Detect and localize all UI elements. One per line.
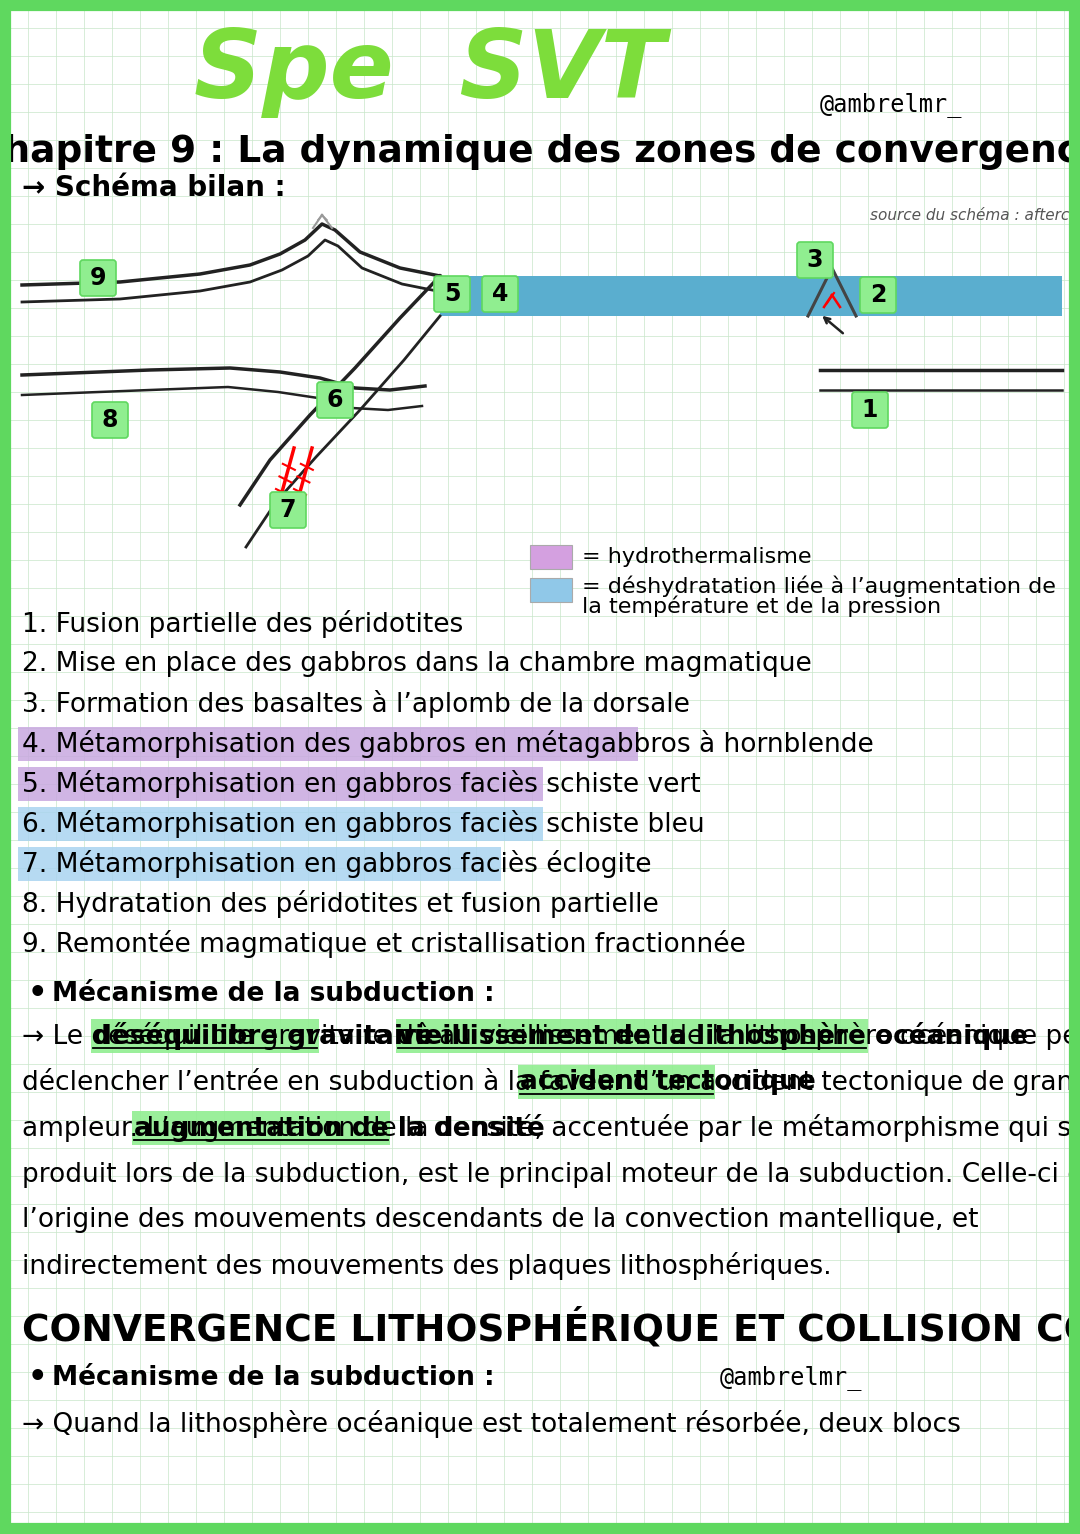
Text: → Schéma bilan :: → Schéma bilan :: [22, 173, 285, 202]
FancyBboxPatch shape: [860, 278, 896, 313]
FancyBboxPatch shape: [92, 402, 129, 439]
Text: 8. Hydratation des péridotites et fusion partielle: 8. Hydratation des péridotites et fusion…: [22, 890, 659, 917]
Text: Mécanisme de la subduction :: Mécanisme de la subduction :: [52, 1365, 495, 1391]
FancyBboxPatch shape: [797, 242, 833, 278]
Bar: [518, 1065, 715, 1098]
Text: 9: 9: [90, 265, 106, 290]
Text: @ambrelmr_: @ambrelmr_: [720, 1365, 863, 1390]
FancyBboxPatch shape: [434, 276, 470, 311]
Text: 6: 6: [327, 388, 343, 413]
Text: Mécanisme de la subduction :: Mécanisme de la subduction :: [52, 982, 495, 1006]
Text: = déshydratation liée à l’augmentation de: = déshydratation liée à l’augmentation d…: [582, 575, 1056, 597]
FancyBboxPatch shape: [482, 276, 518, 311]
Text: 7. Métamorphisation en gabbros faciès éclogite: 7. Métamorphisation en gabbros faciès éc…: [22, 850, 651, 877]
Text: ampleur. L’augmentation de la densité, accentuée par le métamorphisme qui se: ampleur. L’augmentation de la densité, a…: [22, 1114, 1080, 1141]
Bar: [18, 807, 543, 841]
Text: indirectement des mouvements des plaques lithosphériques.: indirectement des mouvements des plaques…: [22, 1252, 832, 1279]
Text: 2: 2: [869, 282, 887, 307]
Bar: [530, 578, 572, 601]
Bar: [396, 1019, 867, 1052]
Text: l’origine des mouvements descendants de la convection mantellique, et: l’origine des mouvements descendants de …: [22, 1207, 978, 1233]
Text: produit lors de la subduction, est le principal moteur de la subduction. Celle-c: produit lors de la subduction, est le pr…: [22, 1160, 1080, 1187]
Text: → Le déséquilibre gravitaire dû au vieillissement de la lithosphère océanique pe: → Le déséquilibre gravitaire dû au vieil…: [22, 1022, 1080, 1049]
Text: 3: 3: [807, 249, 823, 272]
Text: @ambrelmr_: @ambrelmr_: [820, 92, 962, 118]
Text: 2. Mise en place des gabbros dans la chambre magmatique: 2. Mise en place des gabbros dans la cha…: [22, 650, 812, 676]
Bar: [18, 727, 637, 761]
FancyBboxPatch shape: [318, 382, 353, 417]
Bar: [18, 847, 501, 881]
Text: 9. Remontée magmatique et cristallisation fractionnée: 9. Remontée magmatique et cristallisatio…: [22, 930, 746, 959]
Text: vieillissement de la lithosphère océanique: vieillissement de la lithosphère océaniq…: [399, 1022, 1028, 1049]
Text: 1: 1: [862, 397, 878, 422]
Text: 3. Formation des basaltes à l’aplomb de la dorsale: 3. Formation des basaltes à l’aplomb de …: [22, 690, 690, 718]
Text: → Quand la lithosphère océanique est totalement résorbée, deux blocs: → Quand la lithosphère océanique est tot…: [22, 1410, 961, 1437]
FancyBboxPatch shape: [852, 393, 888, 428]
Text: •: •: [28, 980, 48, 1008]
Text: Chapitre 9 : La dynamique des zones de convergence: Chapitre 9 : La dynamique des zones de c…: [0, 133, 1080, 170]
Text: la température et de la pression: la température et de la pression: [582, 595, 941, 617]
Text: 6. Métamorphisation en gabbros faciès schiste bleu: 6. Métamorphisation en gabbros faciès sc…: [22, 810, 704, 838]
Text: = hydrothermalisme: = hydrothermalisme: [582, 548, 811, 568]
Text: 5: 5: [444, 282, 460, 305]
Text: augmentation de la densité: augmentation de la densité: [134, 1114, 544, 1141]
Text: Spe  SVT: Spe SVT: [194, 26, 665, 118]
Text: 1. Fusion partielle des péridotites: 1. Fusion partielle des péridotites: [22, 611, 463, 638]
Text: 7: 7: [280, 499, 296, 522]
Text: 5. Métamorphisation en gabbros faciès schiste vert: 5. Métamorphisation en gabbros faciès sc…: [22, 770, 701, 798]
Text: déséquilibre gravitaire: déséquilibre gravitaire: [93, 1022, 434, 1049]
Text: source du schéma : afterclasse.fr: source du schéma : afterclasse.fr: [870, 207, 1080, 222]
Bar: [18, 767, 543, 801]
Text: accident tectonique: accident tectonique: [521, 1069, 815, 1095]
Bar: [132, 1111, 390, 1144]
Text: déclencher l’entrée en subduction à la faveur d’un accident tectonique de grande: déclencher l’entrée en subduction à la f…: [22, 1068, 1080, 1095]
Bar: [530, 545, 572, 569]
Text: 8: 8: [102, 408, 118, 433]
Bar: [91, 1019, 319, 1052]
Text: 4: 4: [491, 282, 509, 305]
Text: CONVERGENCE LITHOSPHÉRIQUE ET COLLISION CONTINENTALE: CONVERGENCE LITHOSPHÉRIQUE ET COLLISION …: [22, 1309, 1080, 1348]
Text: •: •: [28, 1364, 48, 1393]
Text: 4. Métamorphisation des gabbros en métagabbros à hornblende: 4. Métamorphisation des gabbros en métag…: [22, 730, 874, 758]
Bar: [440, 276, 1062, 316]
FancyBboxPatch shape: [80, 259, 116, 296]
FancyBboxPatch shape: [270, 492, 306, 528]
